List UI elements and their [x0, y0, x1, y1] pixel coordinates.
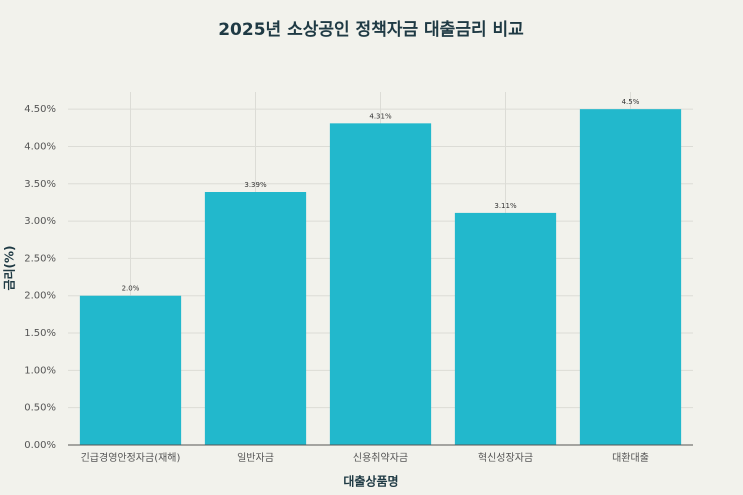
value-label: 4.5%	[622, 98, 640, 106]
y-tick-label: 2.50%	[24, 253, 56, 264]
y-tick-label: 1.00%	[24, 365, 56, 376]
y-tick-label: 4.00%	[24, 141, 56, 152]
bar	[329, 123, 432, 446]
y-tick-label: 0.00%	[24, 440, 56, 451]
value-label: 3.39%	[244, 181, 267, 189]
value-label: 3.11%	[494, 202, 517, 210]
x-tick-label: 혁신성장자금	[478, 452, 533, 464]
y-tick-label: 3.50%	[24, 179, 56, 190]
y-tick-label: 4.50%	[24, 104, 56, 115]
bar	[79, 295, 182, 445]
x-tick-label: 긴급경영안정자금(재해)	[81, 451, 181, 464]
y-tick-label: 3.00%	[24, 216, 56, 227]
chart-title: 2025년 소상공인 정책자금 대출금리 비교	[218, 20, 524, 40]
y-tick-label: 1.50%	[24, 328, 56, 339]
value-label: 2.0%	[122, 285, 140, 293]
x-tick-label: 일반자금	[237, 452, 274, 464]
x-tick-label: 신용취약자금	[353, 452, 408, 464]
bar	[204, 192, 307, 445]
value-label: 4.31%	[369, 112, 392, 120]
bar	[454, 212, 557, 445]
x-axis-label: 대출상품명	[343, 474, 398, 489]
bar	[579, 109, 682, 445]
y-axis-label: 금리(%)	[2, 245, 17, 290]
y-tick-label: 2.00%	[24, 291, 56, 302]
x-tick-label: 대환대출	[612, 452, 649, 464]
y-tick-label: 0.50%	[24, 403, 56, 414]
